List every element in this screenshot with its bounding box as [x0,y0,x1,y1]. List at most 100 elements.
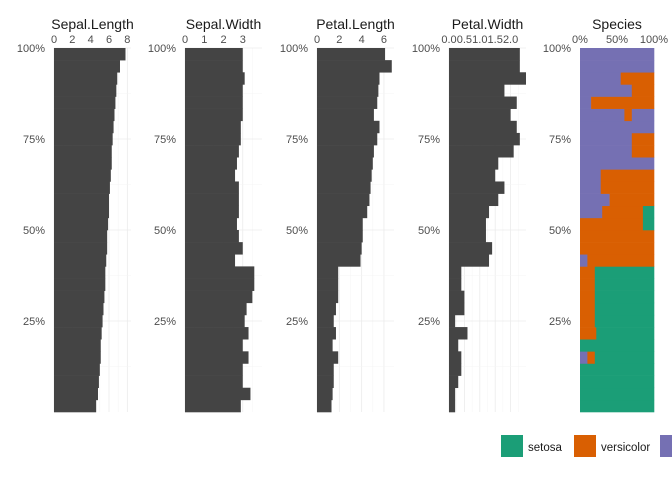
bar [449,48,520,61]
y-tick-label: 25% [23,316,45,328]
bar [54,375,99,389]
panel-sepal-length: Sepal.Length 0 2 4 6 8 100% 75% 50% 25% [17,16,134,413]
species-segment-versicolor [600,169,655,182]
bar [185,205,239,219]
panel-title: Sepal.Length [51,16,134,32]
bar [449,351,462,364]
species-segment-versicolor [600,181,655,194]
bar [185,132,241,146]
bar [317,351,339,364]
species-segment-virginica [580,60,655,73]
species-segment-setosa [580,387,655,401]
x-tick-label: 8 [124,34,130,46]
species-segment-versicolor [602,205,644,219]
x-tick-label: 0.5 [457,34,472,46]
y-tick-label: 100% [412,43,440,55]
bar [185,302,247,316]
x-tick-label: 0.0 [441,34,456,46]
species-segment-virginica [580,169,602,182]
bar [449,327,468,340]
bar [185,254,236,267]
bar [185,290,253,304]
bar [185,242,243,255]
legend-label-setosa: setosa [528,442,562,454]
species-segment-versicolor [580,327,597,340]
bar [317,363,334,376]
species-segment-setosa [642,217,655,231]
bar [317,290,339,304]
bar [54,302,104,316]
y-tick-label: 75% [154,134,176,146]
bar [54,254,107,267]
species-segment-versicolor [591,96,655,109]
y-tick-label: 50% [418,225,440,237]
legend-swatch-versicolor [574,435,596,457]
y-tick-label: 25% [154,316,176,328]
x-tick-label: 100% [640,34,668,46]
bar [449,72,526,85]
bar [185,108,243,122]
legend-label-versicolor: versicolor [601,442,650,454]
bar [54,145,112,158]
bar [317,48,386,61]
bar [54,108,115,122]
bar [317,96,378,109]
bar [54,132,113,146]
bar [54,217,109,231]
bar [317,375,334,389]
y-tick-label: 75% [549,134,571,146]
bar [449,132,520,146]
bar [185,145,239,158]
bar [185,72,245,85]
bar [185,230,239,243]
y-tick-label: 25% [286,316,308,328]
species-panel: Species 0% 50% 100% 100% 75% 50% 25% [543,16,668,413]
bar [317,339,333,352]
bar [449,302,465,316]
bar [185,60,243,73]
species-segment-versicolor [580,217,644,231]
bar [185,193,239,207]
bar [54,96,116,109]
bar [185,169,236,182]
x-tick-label: 6 [106,34,112,46]
species-segment-setosa [642,205,655,219]
bar [449,108,511,122]
species-segment-versicolor [580,230,655,243]
bar [185,351,249,364]
bar [317,157,373,170]
species-segment-virginica [580,205,603,219]
bar [317,278,339,291]
species-segment-versicolor [631,145,655,158]
species-segment-virginica [580,254,588,267]
bar [317,193,370,207]
x-tick-label: 2 [69,34,75,46]
bar [449,169,496,182]
bar [54,48,126,61]
bar [317,84,379,97]
x-tick-label: 1 [201,34,207,46]
y-tick-label: 50% [286,225,308,237]
bar [449,314,456,328]
bar [185,217,237,231]
bar [54,327,102,340]
bar [449,387,456,401]
bar [317,399,332,413]
species-segment-setosa [580,375,655,389]
species-segment-versicolor [580,242,655,255]
panel-petal-length: Petal.Length 0 2 4 6 100% 75% 50% 25% [280,16,395,413]
bar [185,96,243,109]
bar [317,387,333,401]
bar [449,375,459,389]
species-segment-versicolor [587,351,596,364]
bar [317,60,392,73]
species-segment-setosa [594,290,655,304]
y-tick-label: 75% [418,134,440,146]
bar [185,387,251,401]
bar [449,363,462,376]
bar [185,48,243,61]
species-segment-virginica [580,108,625,122]
bar [54,181,110,194]
species-segment-versicolor [609,193,655,207]
